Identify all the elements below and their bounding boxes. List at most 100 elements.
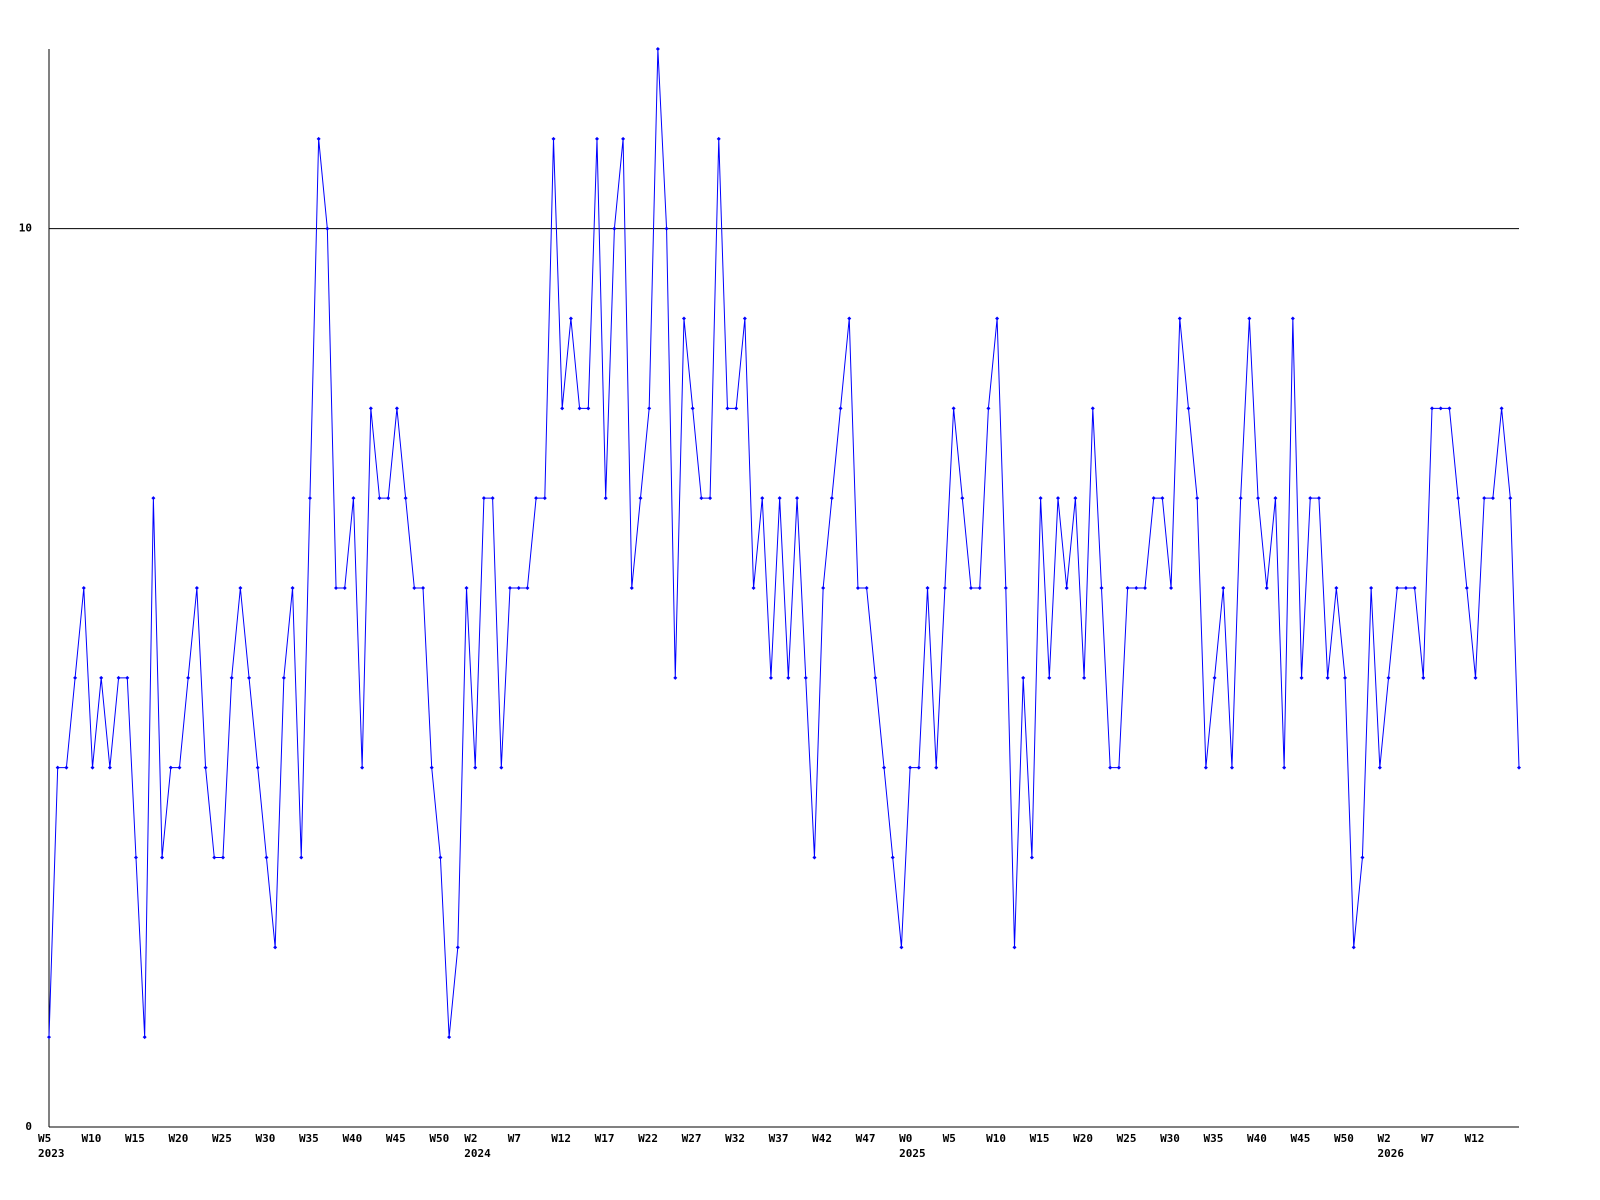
x-tick-label: W2 — [464, 1132, 477, 1145]
point-marker — [786, 675, 791, 680]
point-marker — [1012, 945, 1017, 950]
point-marker — [1273, 496, 1278, 501]
point-marker — [612, 226, 617, 231]
x-year-label: 2026 — [1378, 1147, 1405, 1160]
point-marker — [1430, 406, 1435, 411]
point-marker — [1412, 586, 1417, 590]
point-marker — [864, 586, 869, 590]
point-marker — [725, 406, 730, 411]
point-marker — [499, 765, 504, 770]
point-marker — [1456, 496, 1461, 501]
point-marker — [742, 316, 747, 321]
point-marker — [1055, 496, 1060, 501]
point-marker — [942, 586, 947, 590]
point-marker — [916, 765, 921, 770]
x-tick-label: W42 — [812, 1132, 832, 1145]
point-marker — [1064, 586, 1069, 590]
point-marker — [1369, 586, 1374, 590]
x-tick-label: W7 — [508, 1132, 521, 1145]
point-marker — [194, 586, 199, 590]
point-marker — [351, 496, 356, 501]
x-year-label: 2025 — [899, 1147, 926, 1160]
point-marker — [1229, 765, 1234, 770]
y-tick-label: 0 — [25, 1120, 32, 1133]
point-marker — [455, 945, 460, 950]
point-marker — [229, 675, 234, 680]
point-marker — [325, 226, 330, 231]
point-marker — [160, 855, 165, 860]
point-marker — [307, 496, 312, 501]
point-marker — [1360, 855, 1365, 860]
point-marker — [594, 136, 599, 141]
point-marker — [829, 496, 834, 501]
point-marker — [464, 586, 469, 590]
point-marker — [1003, 586, 1008, 590]
point-marker — [186, 675, 191, 680]
point-marker — [116, 675, 121, 680]
x-tick-label: W37 — [769, 1132, 789, 1145]
point-marker — [1221, 586, 1226, 590]
point-marker — [821, 586, 826, 590]
point-marker — [1308, 496, 1313, 501]
point-marker — [681, 316, 686, 321]
point-marker — [621, 136, 626, 141]
point-marker — [838, 406, 843, 411]
x-tick-label: W47 — [856, 1132, 876, 1145]
point-marker — [716, 136, 721, 141]
point-marker — [551, 136, 556, 141]
x-tick-label: W0 — [899, 1132, 912, 1145]
point-marker — [855, 586, 860, 590]
point-marker — [394, 406, 399, 411]
x-tick-label: W25 — [212, 1132, 232, 1145]
point-marker — [673, 675, 678, 680]
point-marker — [203, 765, 208, 770]
point-marker — [90, 765, 95, 770]
point-marker — [1073, 496, 1078, 501]
point-marker — [281, 675, 286, 680]
point-marker — [812, 855, 817, 860]
y-tick-label: 10 — [19, 222, 32, 235]
point-marker — [1038, 496, 1043, 501]
point-marker — [1047, 675, 1052, 680]
point-marker — [699, 496, 704, 501]
point-marker — [1264, 586, 1269, 590]
point-marker — [1517, 765, 1521, 770]
point-marker — [586, 406, 591, 411]
x-year-label: 2024 — [464, 1147, 491, 1160]
point-marker — [508, 586, 513, 590]
x-tick-label: W10 — [81, 1132, 101, 1145]
point-marker — [1290, 316, 1295, 321]
point-marker — [1377, 765, 1382, 770]
point-marker — [386, 496, 391, 501]
point-marker — [1508, 496, 1513, 501]
point-marker — [403, 496, 408, 501]
x-tick-label: W30 — [1160, 1132, 1180, 1145]
point-marker — [125, 675, 130, 680]
point-marker — [638, 496, 643, 501]
point-marker — [664, 226, 669, 231]
point-marker — [899, 945, 904, 950]
point-marker — [473, 765, 478, 770]
point-marker — [1482, 496, 1487, 501]
x-tick-label: W15 — [125, 1132, 145, 1145]
point-marker — [334, 586, 339, 590]
point-marker — [255, 765, 260, 770]
point-marker — [64, 765, 69, 770]
x-tick-label: W30 — [255, 1132, 275, 1145]
point-marker — [421, 586, 426, 590]
point-marker — [1351, 945, 1356, 950]
point-marker — [1029, 855, 1034, 860]
point-marker — [1334, 586, 1339, 590]
point-marker — [560, 406, 565, 411]
point-marker — [220, 855, 225, 860]
x-tick-label: W7 — [1421, 1132, 1434, 1145]
point-marker — [629, 586, 634, 590]
point-marker — [542, 496, 547, 501]
point-marker — [516, 586, 521, 590]
x-tick-label: W17 — [595, 1132, 615, 1145]
point-marker — [1403, 586, 1408, 590]
point-marker — [760, 496, 765, 501]
x-tick-label: W12 — [1465, 1132, 1485, 1145]
x-tick-label: W40 — [1247, 1132, 1267, 1145]
